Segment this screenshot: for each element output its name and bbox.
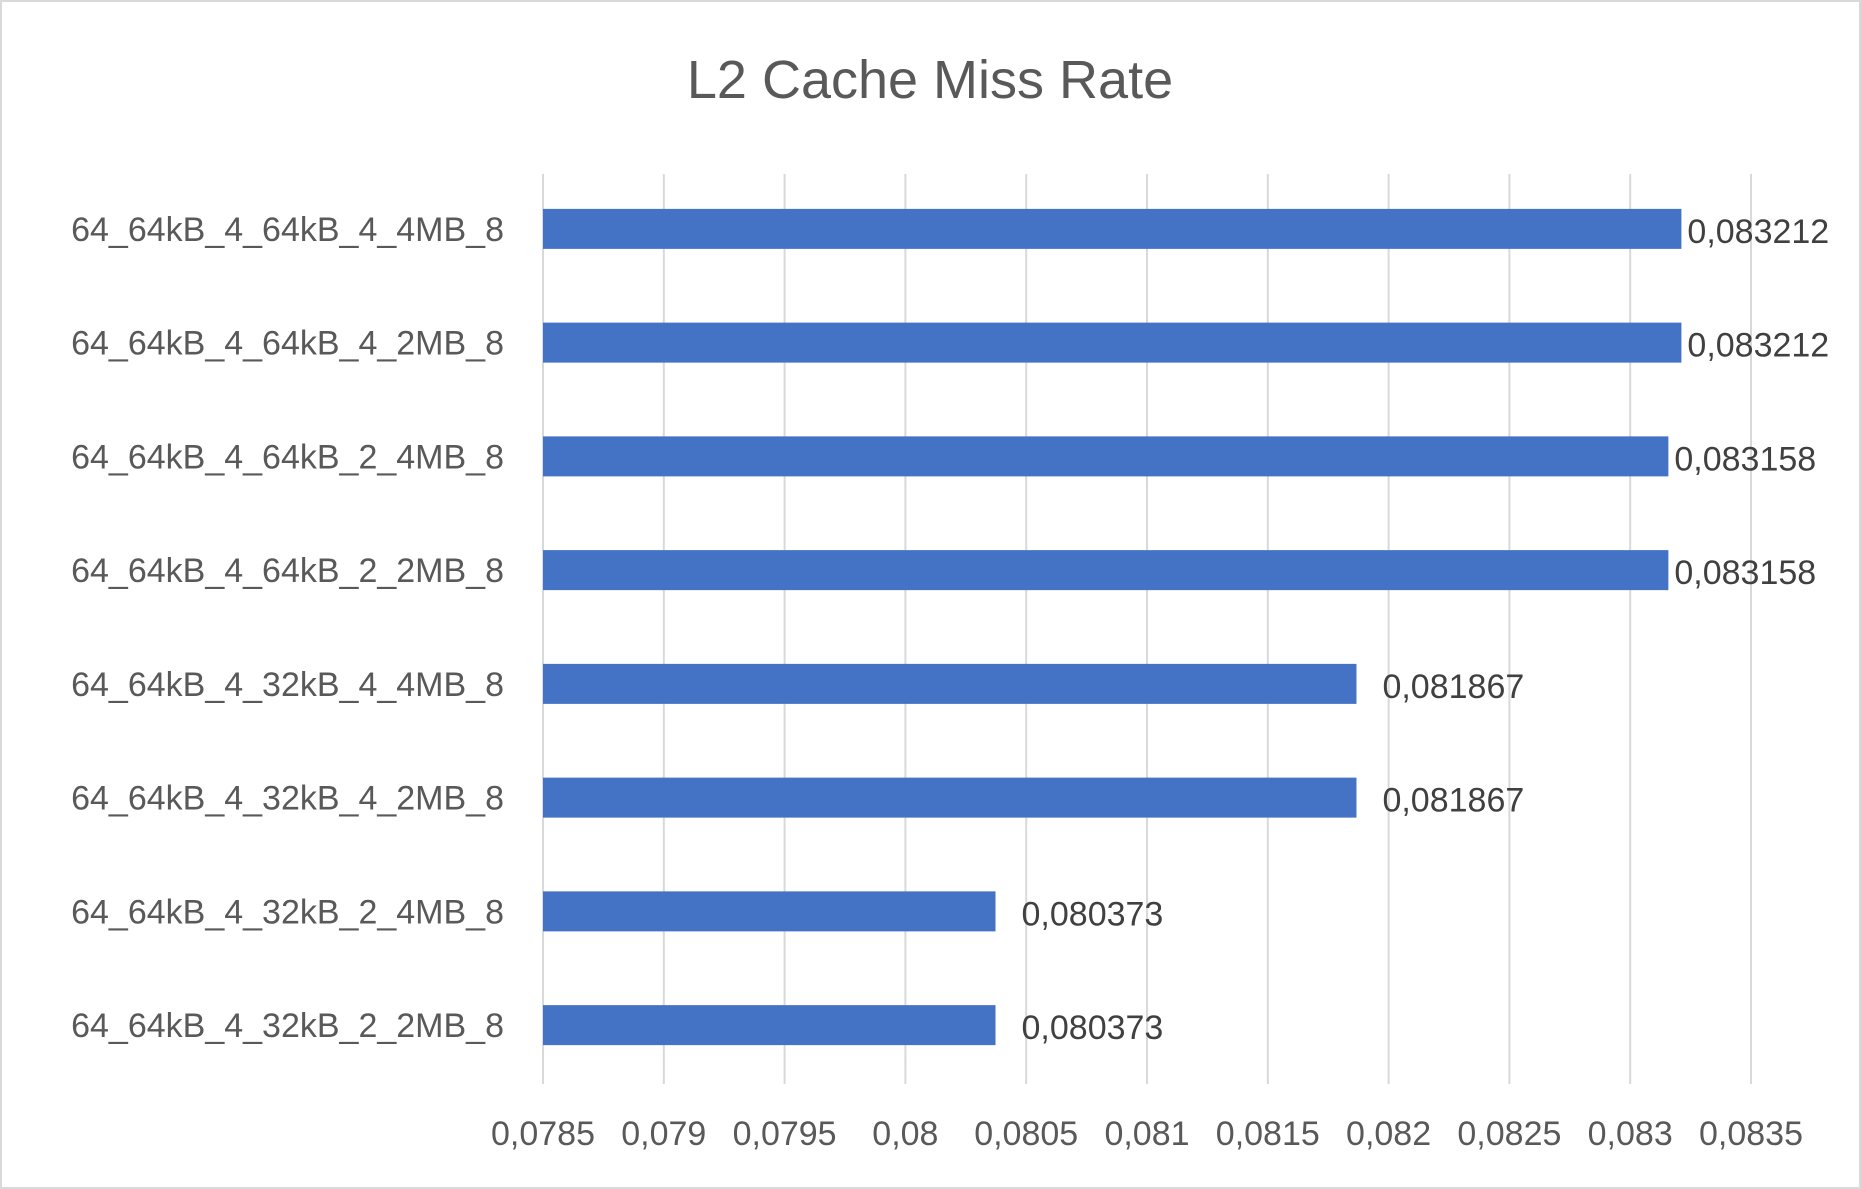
data-label: 0,083158 — [1674, 440, 1816, 478]
x-tick-label: 0,081 — [1104, 1115, 1189, 1153]
data-labels: 0,083212 0,083212 0,083158 0,083158 0,081867… — [1022, 213, 1830, 1047]
x-tick-label: 0,0835 — [1699, 1115, 1803, 1153]
x-tick-label: 0,079 — [621, 1115, 706, 1153]
category-label: 64_64kB_4_32kB_4_4MB_8 — [71, 666, 504, 704]
x-tick-label: 0,08 — [872, 1115, 938, 1153]
category-label: 64_64kB_4_64kB_2_2MB_8 — [71, 552, 504, 590]
data-label: 0,083212 — [1687, 213, 1829, 251]
gridlines — [542, 174, 1752, 1084]
category-label: 64_64kB_4_32kB_4_2MB_8 — [71, 780, 504, 818]
data-label: 0,083212 — [1687, 327, 1829, 365]
x-tick-label: 0,0825 — [1457, 1115, 1561, 1153]
category-label: 64_64kB_4_32kB_2_4MB_8 — [71, 893, 504, 931]
x-axis-tick-labels: 0,0785 0,079 0,0795 0,08 0,0805 0,081 0,0815 0,… — [491, 1115, 1803, 1153]
x-tick-label: 0,0785 — [491, 1115, 595, 1153]
x-tick-label: 0,0805 — [974, 1115, 1078, 1153]
bar — [543, 436, 1669, 477]
data-label: 0,083158 — [1674, 554, 1816, 592]
x-tick-label: 0,082 — [1346, 1115, 1431, 1153]
x-tick-label: 0,0815 — [1216, 1115, 1320, 1153]
bar — [543, 1005, 996, 1046]
bars — [543, 208, 1682, 1046]
category-label: 64_64kB_4_64kB_4_4MB_8 — [71, 211, 504, 249]
bar — [543, 891, 996, 932]
bar — [543, 322, 1682, 363]
data-label: 0,081867 — [1382, 668, 1524, 706]
category-label: 64_64kB_4_64kB_4_2MB_8 — [71, 325, 504, 363]
category-labels: 64_64kB_4_64kB_4_4MB_8 64_64kB_4_64kB_4_2… — [71, 211, 504, 1045]
category-label: 64_64kB_4_32kB_2_2MB_8 — [71, 1007, 504, 1045]
bar — [543, 663, 1357, 704]
category-label: 64_64kB_4_64kB_2_4MB_8 — [71, 438, 504, 476]
data-label: 0,080373 — [1022, 1009, 1164, 1047]
chart-title: L2 Cache Miss Rate — [687, 50, 1173, 110]
bar — [543, 208, 1682, 249]
bar — [543, 777, 1357, 818]
x-tick-label: 0,0795 — [733, 1115, 837, 1153]
x-tick-label: 0,083 — [1588, 1115, 1673, 1153]
bar — [543, 550, 1669, 591]
data-label: 0,081867 — [1382, 782, 1524, 820]
data-label: 0,080373 — [1022, 895, 1164, 933]
